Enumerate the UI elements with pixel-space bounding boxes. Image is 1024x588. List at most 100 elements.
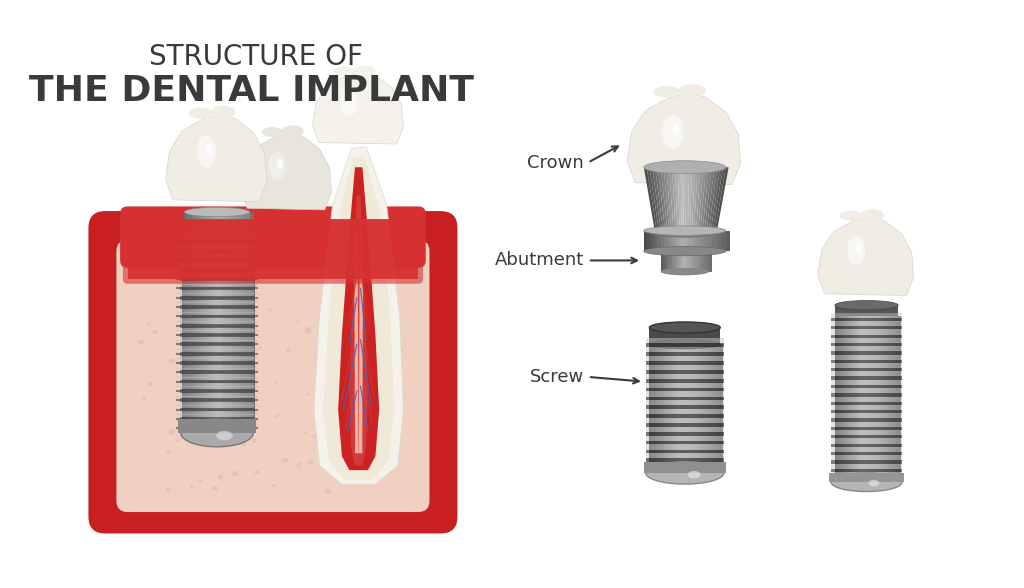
- Bar: [251, 240, 253, 433]
- Bar: [180, 374, 254, 380]
- Bar: [646, 418, 724, 423]
- Ellipse shape: [868, 480, 880, 486]
- Ellipse shape: [282, 457, 289, 463]
- Bar: [644, 462, 726, 473]
- Polygon shape: [700, 167, 709, 232]
- Bar: [688, 230, 692, 251]
- Ellipse shape: [276, 159, 283, 169]
- Bar: [216, 240, 218, 433]
- Bar: [657, 345, 660, 473]
- Bar: [887, 316, 890, 482]
- Bar: [831, 413, 902, 419]
- Bar: [664, 251, 667, 272]
- Text: Abutment: Abutment: [495, 252, 584, 269]
- Ellipse shape: [261, 127, 284, 137]
- Bar: [180, 380, 254, 383]
- Bar: [675, 251, 678, 272]
- Bar: [654, 230, 658, 251]
- Ellipse shape: [649, 340, 720, 349]
- Ellipse shape: [333, 67, 355, 76]
- Bar: [253, 240, 255, 433]
- Ellipse shape: [211, 106, 236, 119]
- Bar: [247, 240, 249, 433]
- Ellipse shape: [254, 470, 259, 474]
- Bar: [200, 240, 202, 433]
- Polygon shape: [646, 167, 659, 232]
- Bar: [180, 402, 254, 407]
- Bar: [831, 346, 902, 351]
- Ellipse shape: [213, 486, 218, 490]
- Bar: [205, 240, 208, 433]
- Ellipse shape: [252, 438, 257, 443]
- Bar: [650, 230, 654, 251]
- Bar: [865, 316, 868, 482]
- Polygon shape: [681, 167, 684, 232]
- Bar: [183, 240, 185, 433]
- Polygon shape: [667, 167, 674, 232]
- Bar: [719, 230, 723, 251]
- Bar: [831, 405, 902, 410]
- Ellipse shape: [273, 415, 278, 418]
- Bar: [187, 212, 191, 229]
- Bar: [249, 240, 251, 433]
- Bar: [223, 240, 225, 433]
- Ellipse shape: [655, 228, 715, 237]
- Polygon shape: [652, 167, 664, 232]
- Ellipse shape: [308, 460, 314, 465]
- Bar: [128, 219, 418, 279]
- Bar: [714, 345, 717, 473]
- Bar: [646, 450, 724, 453]
- Bar: [202, 240, 204, 433]
- Polygon shape: [709, 167, 720, 232]
- Bar: [180, 318, 254, 324]
- Bar: [669, 251, 673, 272]
- Bar: [831, 318, 902, 321]
- Bar: [646, 379, 724, 383]
- Polygon shape: [818, 216, 913, 296]
- Ellipse shape: [831, 473, 902, 492]
- Ellipse shape: [341, 89, 357, 116]
- Bar: [646, 343, 724, 347]
- Polygon shape: [683, 167, 686, 232]
- Bar: [646, 445, 724, 450]
- Bar: [835, 316, 838, 482]
- Bar: [646, 392, 724, 396]
- Bar: [700, 251, 703, 272]
- Bar: [245, 240, 248, 433]
- Bar: [651, 345, 654, 473]
- Ellipse shape: [297, 465, 300, 467]
- Ellipse shape: [274, 383, 278, 385]
- Ellipse shape: [388, 311, 395, 316]
- Bar: [180, 243, 254, 249]
- Bar: [646, 441, 724, 445]
- Bar: [678, 251, 681, 272]
- Bar: [180, 286, 254, 290]
- Bar: [646, 436, 724, 441]
- Bar: [646, 423, 724, 427]
- Ellipse shape: [644, 226, 726, 235]
- Bar: [646, 383, 724, 387]
- Bar: [892, 316, 894, 482]
- Ellipse shape: [167, 450, 171, 454]
- Bar: [679, 345, 681, 473]
- Bar: [180, 305, 254, 309]
- Bar: [844, 316, 846, 482]
- Bar: [237, 240, 239, 433]
- Bar: [649, 328, 720, 345]
- Bar: [198, 212, 202, 229]
- Bar: [218, 240, 220, 433]
- Bar: [240, 212, 244, 229]
- Ellipse shape: [146, 323, 151, 326]
- Bar: [180, 249, 254, 253]
- Bar: [180, 356, 254, 361]
- Ellipse shape: [840, 211, 862, 221]
- Ellipse shape: [653, 86, 680, 98]
- Bar: [232, 240, 234, 433]
- Polygon shape: [660, 167, 670, 232]
- Bar: [831, 363, 902, 368]
- Ellipse shape: [348, 96, 354, 106]
- Bar: [219, 212, 222, 229]
- Bar: [180, 235, 254, 240]
- Polygon shape: [672, 167, 678, 232]
- Bar: [710, 345, 713, 473]
